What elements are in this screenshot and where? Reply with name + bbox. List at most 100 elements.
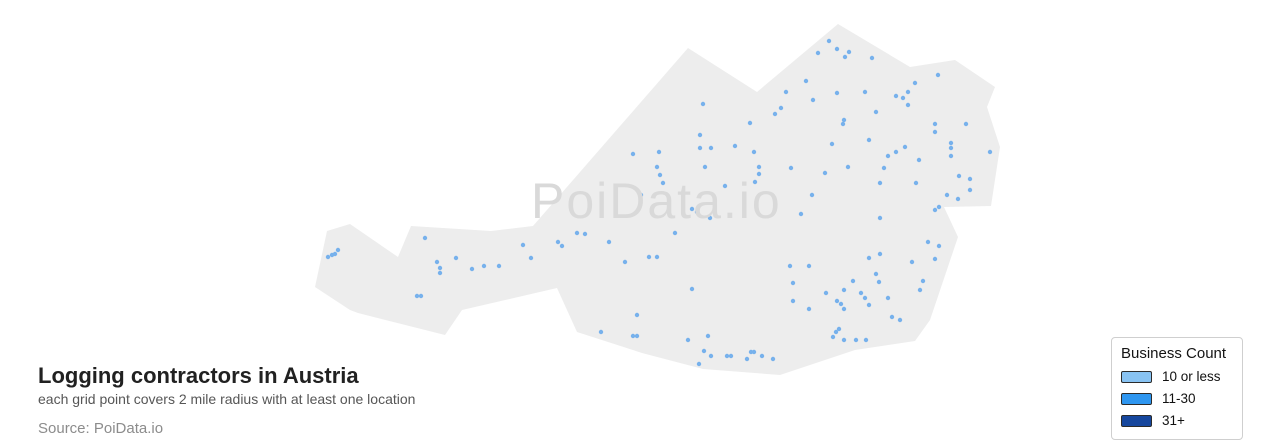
grid-point-dot: [881, 165, 887, 171]
grid-point-dot: [846, 49, 852, 55]
grid-point-dot: [841, 306, 847, 312]
grid-point-dot: [414, 293, 420, 299]
grid-point-dot: [897, 317, 903, 323]
legend-label-mid: 11-30: [1162, 391, 1196, 406]
grid-point-dot: [840, 121, 846, 127]
grid-point-dot: [866, 255, 872, 261]
grid-point-dot: [434, 259, 440, 265]
grid-point-dot: [955, 196, 961, 202]
grid-point-dot: [654, 164, 660, 170]
grid-point-dot: [829, 141, 835, 147]
grid-point-dot: [932, 121, 938, 127]
grid-point-dot: [437, 265, 443, 271]
grid-point-dot: [790, 280, 796, 286]
grid-point-dot: [830, 334, 836, 340]
grid-point-dot: [654, 254, 660, 260]
grid-point-dot: [422, 235, 428, 241]
grid-point-dot: [418, 293, 424, 299]
grid-point-dot: [697, 132, 703, 138]
legend: Business Count 10 or less 11-30 31+: [1111, 337, 1243, 440]
grid-point-dot: [925, 239, 931, 245]
grid-point-dot: [672, 230, 678, 236]
grid-point-dot: [702, 164, 708, 170]
grid-point-dot: [700, 101, 706, 107]
grid-point-dot: [685, 337, 691, 343]
grid-point-dot: [696, 361, 702, 367]
grid-point-dot: [877, 215, 883, 221]
source-note: Source: PoiData.io: [38, 420, 164, 437]
grid-point-dot: [948, 145, 954, 151]
grid-point-dot: [638, 192, 644, 198]
grid-point-dot: [657, 172, 663, 178]
grid-point-dot: [751, 349, 757, 355]
grid-point-dot: [838, 301, 844, 307]
grid-point-dot: [770, 356, 776, 362]
grid-point-dot: [900, 95, 906, 101]
grid-point-dot: [694, 209, 700, 215]
grid-point-dot: [707, 215, 713, 221]
grid-point-dot: [496, 263, 502, 269]
grid-point-dot: [751, 149, 757, 155]
grid-point-dot: [656, 149, 662, 155]
grid-point-dot: [913, 180, 919, 186]
grid-point-dot: [634, 312, 640, 318]
grid-point-dot: [622, 259, 628, 265]
grid-point-dot: [967, 187, 973, 193]
grid-point-dot: [783, 89, 789, 95]
grid-point-dot: [836, 326, 842, 332]
legend-item-mid: 11-30: [1121, 391, 1233, 406]
grid-point-dot: [873, 109, 879, 115]
grid-point-dot: [912, 80, 918, 86]
grid-point-dot: [646, 254, 652, 260]
watermark: PoiData.io: [531, 173, 782, 229]
grid-point-dot: [453, 255, 459, 261]
grid-point-dot: [708, 145, 714, 151]
grid-point-dot: [528, 255, 534, 261]
page-title: Logging contractors in Austria: [38, 363, 359, 388]
grid-point-dot: [810, 97, 816, 103]
grid-point-dot: [787, 263, 793, 269]
legend-swatch-high-icon: [1121, 414, 1152, 427]
grid-point-dot: [834, 90, 840, 96]
grid-point-dot: [936, 243, 942, 249]
grid-point-dot: [598, 329, 604, 335]
grid-point-dot: [873, 271, 879, 277]
grid-point-dot: [697, 145, 703, 151]
grid-point-dot: [752, 179, 758, 185]
grid-point-dot: [841, 287, 847, 293]
grid-point-dot: [772, 111, 778, 117]
grid-point-dot: [778, 105, 784, 111]
grid-point-dot: [809, 192, 815, 198]
grid-point-dot: [936, 204, 942, 210]
grid-point-dot: [701, 348, 707, 354]
grid-point-dot: [845, 164, 851, 170]
grid-point-dot: [920, 278, 926, 284]
grid-point-dot: [708, 353, 714, 359]
grid-point-dot: [956, 173, 962, 179]
grid-point-dot: [869, 55, 875, 61]
grid-point-dot: [902, 144, 908, 150]
grid-point-dot: [841, 337, 847, 343]
grid-point-dot: [905, 89, 911, 95]
grid-point-dot: [756, 171, 762, 177]
grid-point-dot: [790, 298, 796, 304]
grid-point-dot: [555, 239, 561, 245]
grid-point-dot: [916, 157, 922, 163]
grid-point-dot: [574, 230, 580, 236]
grid-point-dot: [858, 290, 864, 296]
grid-point-dot: [724, 353, 730, 359]
grid-point-dot: [559, 243, 565, 249]
grid-point-dot: [722, 183, 728, 189]
grid-point-dot: [815, 50, 821, 56]
grid-point-dot: [520, 242, 526, 248]
title-block: Logging contractors in Austria each grid…: [38, 363, 415, 438]
grid-point-dot: [987, 149, 993, 155]
legend-swatch-low-icon: [1121, 370, 1152, 383]
grid-point-dot: [705, 333, 711, 339]
grid-point-dot: [822, 170, 828, 176]
grid-point-dot: [689, 206, 695, 212]
grid-point-dot: [732, 143, 738, 149]
grid-point-dot: [823, 290, 829, 296]
